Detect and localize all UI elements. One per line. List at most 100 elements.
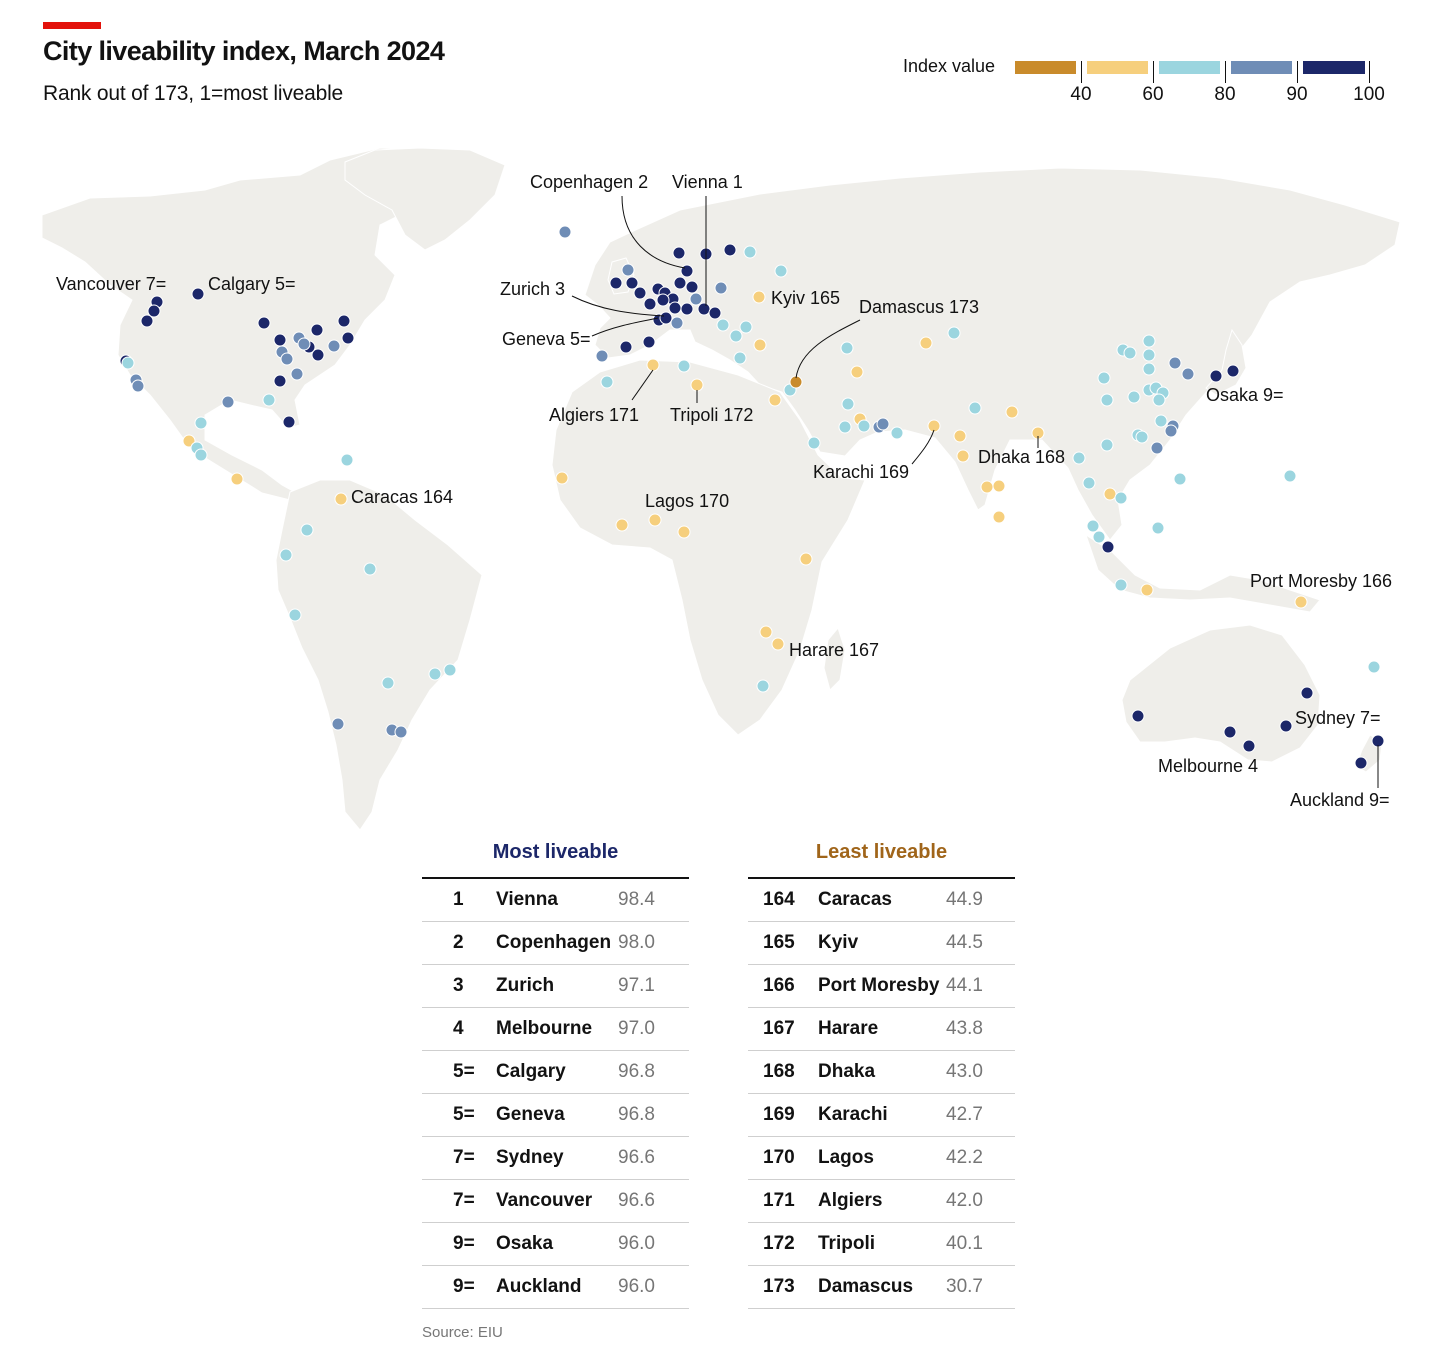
city-dot[interactable]	[273, 374, 287, 388]
city-dot[interactable]	[714, 281, 728, 295]
city-dot[interactable]	[723, 243, 737, 257]
city-dot[interactable]	[273, 333, 287, 347]
city-dot[interactable]	[992, 510, 1006, 524]
city-dot[interactable]	[341, 331, 355, 345]
city-dot[interactable]	[1152, 393, 1166, 407]
city-dot[interactable]	[334, 492, 348, 506]
city-dot[interactable]	[257, 316, 271, 330]
city-dot[interactable]	[1100, 393, 1114, 407]
city-dot[interactable]	[956, 449, 970, 463]
city-dot[interactable]	[771, 637, 785, 651]
city-dot[interactable]	[1164, 424, 1178, 438]
city-dot[interactable]	[677, 525, 691, 539]
city-dot[interactable]	[280, 352, 294, 366]
city-dot[interactable]	[668, 301, 682, 315]
city-dot[interactable]	[697, 302, 711, 316]
city-dot[interactable]	[147, 304, 161, 318]
city-dot[interactable]	[759, 625, 773, 639]
city-dot[interactable]	[1103, 487, 1117, 501]
city-dot[interactable]	[615, 518, 629, 532]
city-dot[interactable]	[191, 287, 205, 301]
city-dot[interactable]	[743, 245, 757, 259]
city-dot[interactable]	[708, 306, 722, 320]
city-dot[interactable]	[310, 323, 324, 337]
city-dot[interactable]	[633, 286, 647, 300]
city-dot[interactable]	[1135, 430, 1149, 444]
city-dot[interactable]	[1181, 367, 1195, 381]
city-dot[interactable]	[1101, 540, 1115, 554]
city-dot[interactable]	[221, 395, 235, 409]
city-dot[interactable]	[927, 419, 941, 433]
city-dot[interactable]	[876, 417, 890, 431]
city-dot[interactable]	[1097, 371, 1111, 385]
city-dot[interactable]	[670, 316, 684, 330]
city-dot[interactable]	[121, 356, 135, 370]
city-dot[interactable]	[729, 329, 743, 343]
city-dot[interactable]	[558, 225, 572, 239]
city-dot[interactable]	[1173, 472, 1187, 486]
city-dot[interactable]	[331, 717, 345, 731]
city-dot[interactable]	[625, 276, 639, 290]
city-dot[interactable]	[300, 523, 314, 537]
city-dot[interactable]	[840, 341, 854, 355]
city-dot[interactable]	[685, 280, 699, 294]
city-dot[interactable]	[337, 314, 351, 328]
city-dot[interactable]	[992, 479, 1006, 493]
city-dot[interactable]	[756, 679, 770, 693]
city-dot[interactable]	[282, 415, 296, 429]
city-dot[interactable]	[841, 397, 855, 411]
city-dot[interactable]	[555, 471, 569, 485]
city-dot[interactable]	[1367, 660, 1381, 674]
city-dot[interactable]	[768, 393, 782, 407]
city-dot[interactable]	[752, 290, 766, 304]
city-dot[interactable]	[774, 264, 788, 278]
city-dot[interactable]	[716, 318, 730, 332]
city-dot[interactable]	[659, 311, 673, 325]
city-dot[interactable]	[656, 293, 670, 307]
city-dot[interactable]	[1005, 405, 1019, 419]
city-dot[interactable]	[297, 337, 311, 351]
city-dot[interactable]	[1123, 346, 1137, 360]
city-dot[interactable]	[1223, 725, 1237, 739]
city-dot[interactable]	[1150, 441, 1164, 455]
city-dot[interactable]	[947, 326, 961, 340]
city-dot[interactable]	[140, 314, 154, 328]
city-dot[interactable]	[1082, 476, 1096, 490]
city-dot[interactable]	[1279, 719, 1293, 733]
city-dot[interactable]	[642, 335, 656, 349]
city-dot[interactable]	[980, 480, 994, 494]
city-dot[interactable]	[648, 513, 662, 527]
city-dot[interactable]	[807, 436, 821, 450]
city-dot[interactable]	[739, 320, 753, 334]
city-dot[interactable]	[672, 246, 686, 260]
city-dot[interactable]	[194, 448, 208, 462]
city-dot[interactable]	[890, 426, 904, 440]
city-dot[interactable]	[428, 667, 442, 681]
city-dot[interactable]	[290, 367, 304, 381]
city-dot[interactable]	[1151, 521, 1165, 535]
city-dot[interactable]	[646, 358, 660, 372]
city-dot[interactable]	[968, 401, 982, 415]
city-dot[interactable]	[1242, 739, 1256, 753]
city-dot[interactable]	[131, 379, 145, 393]
city-dot[interactable]	[279, 548, 293, 562]
city-dot[interactable]	[1142, 334, 1156, 348]
city-dot[interactable]	[1142, 348, 1156, 362]
city-dot[interactable]	[838, 420, 852, 434]
city-dot[interactable]	[443, 663, 457, 677]
city-dot[interactable]	[857, 419, 871, 433]
city-dot[interactable]	[1114, 491, 1128, 505]
city-dot[interactable]	[621, 263, 635, 277]
city-dot[interactable]	[1300, 686, 1314, 700]
city-dot[interactable]	[1209, 369, 1223, 383]
city-dot[interactable]	[595, 349, 609, 363]
city-dot[interactable]	[753, 338, 767, 352]
city-dot[interactable]	[394, 725, 408, 739]
city-dot[interactable]	[799, 552, 813, 566]
city-dot[interactable]	[919, 336, 933, 350]
city-dot[interactable]	[733, 351, 747, 365]
city-dot[interactable]	[1168, 356, 1182, 370]
city-dot[interactable]	[288, 608, 302, 622]
city-dot[interactable]	[327, 339, 341, 353]
city-dot[interactable]	[1086, 519, 1100, 533]
